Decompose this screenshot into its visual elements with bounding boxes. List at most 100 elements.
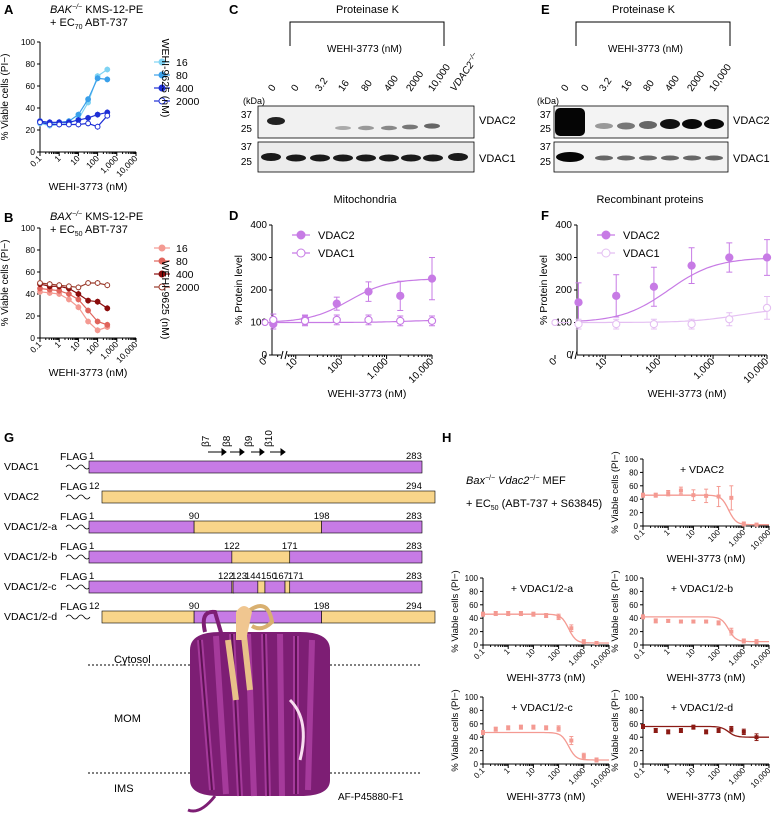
data-point — [762, 253, 772, 262]
y-tick-label: 20 — [629, 628, 638, 637]
strand-label: β7 — [201, 435, 212, 447]
y-tick-label: 0 — [634, 522, 639, 531]
band-label: VDAC1 — [733, 153, 770, 165]
y-tick-label: 300 — [555, 253, 572, 264]
band — [335, 126, 351, 130]
x-tick-label: 100 — [706, 528, 722, 544]
data-point — [65, 283, 72, 290]
data-point — [594, 640, 599, 645]
y-axis-label: % Protein level — [233, 255, 245, 325]
data-point — [556, 614, 561, 619]
compartment-label: MOM — [114, 713, 141, 725]
data-point — [531, 612, 536, 617]
x-tick-label: 100 — [546, 766, 562, 782]
junction-residue: 90 — [189, 511, 200, 522]
band — [424, 123, 440, 129]
data-point — [518, 611, 523, 616]
residue-start: 1 — [89, 511, 94, 522]
x-tick-label: 10 — [684, 528, 697, 541]
data-point — [85, 120, 91, 127]
data-point — [691, 725, 696, 730]
data-point — [518, 725, 523, 730]
legend-label: 80 — [176, 70, 188, 82]
x-tick-label: 10,000 — [742, 356, 772, 386]
x-tick-label: 1 — [52, 153, 63, 164]
vdac-barrel-icon — [187, 604, 330, 813]
data-point — [364, 287, 373, 296]
x-tick-label: 10 — [684, 766, 697, 779]
data-point — [364, 315, 373, 325]
data-point — [754, 735, 759, 740]
data-point — [691, 619, 696, 624]
legend-marker — [158, 283, 166, 291]
legend-marker — [158, 270, 166, 278]
lane-label: 16 — [336, 78, 352, 94]
junction-residue: 198 — [314, 601, 330, 612]
y-tick-label: 40 — [469, 733, 478, 742]
x-tick-label: 10 — [524, 766, 537, 779]
junction-residue: 150 — [261, 571, 277, 582]
y-tick-label: 80 — [26, 59, 36, 69]
vdac1-bands — [261, 153, 468, 162]
data-point — [729, 727, 734, 732]
data-point — [104, 321, 111, 328]
legend-marker — [158, 71, 166, 79]
data-point — [666, 618, 671, 623]
legend-marker — [296, 248, 306, 258]
data-point — [716, 494, 721, 499]
ko-lane-label: VDAC2−/− — [448, 51, 483, 94]
construct-segment — [88, 580, 233, 594]
strand-label: β10 — [264, 430, 275, 447]
data-point — [85, 280, 91, 286]
data-point — [56, 282, 63, 289]
data-point — [75, 111, 82, 118]
data-point — [641, 724, 645, 729]
panel-a: A BAK−/− KMS-12-PE + EC70 ABT-737 0 20 40 6… — [0, 2, 200, 193]
y-tick-label: 0 — [474, 760, 479, 769]
axis-break-mark — [570, 350, 574, 360]
fit-curve — [576, 257, 768, 322]
vdac2-bands — [595, 119, 724, 130]
construct-segment — [88, 460, 423, 474]
data-point — [85, 96, 91, 103]
data-point — [75, 296, 82, 303]
y-tick-label: 100 — [625, 693, 639, 702]
treatment-label: + EC50 (ABT-737 + S63845) — [466, 498, 602, 512]
axis-break-mark — [280, 350, 284, 360]
construct-segment — [289, 550, 423, 564]
construct-name: VDAC1/2-b — [4, 551, 57, 563]
axis-break — [281, 352, 287, 360]
construct-segment — [321, 610, 436, 624]
data-point — [65, 121, 72, 128]
chart-title: Recombinant proteins — [596, 194, 704, 206]
panel-letter: A — [4, 2, 14, 17]
fit-curve — [577, 310, 768, 324]
construct-name: VDAC1/2-c — [4, 581, 57, 593]
x-axis-label: WEHI-3773 (nM) — [49, 367, 128, 379]
construct-segment — [88, 520, 195, 534]
flag-tag: FLAG — [60, 511, 87, 523]
legend-label: 16 — [176, 243, 188, 255]
junction-residue: 171 — [282, 541, 298, 552]
blot-vdac2 — [257, 105, 475, 139]
x-tick-label: 1,000 — [567, 647, 588, 668]
lane-label: 0 — [266, 82, 278, 93]
y-tick-label: 20 — [26, 125, 36, 135]
data-point — [94, 327, 101, 334]
panel-letter: C — [229, 2, 239, 17]
x-tick-label: 10 — [524, 647, 537, 660]
junction-residue: 198 — [314, 511, 330, 522]
axis-break — [571, 352, 577, 360]
legend-label: 400 — [176, 269, 194, 281]
data-point — [427, 316, 437, 326]
x-tick-label: 10,000 — [749, 766, 773, 790]
data-point — [427, 274, 437, 283]
data-point — [56, 121, 63, 128]
data-point — [506, 725, 511, 730]
data-point — [716, 620, 721, 625]
data-point — [574, 298, 583, 307]
x-tick-label: 100 — [644, 356, 664, 376]
data-point — [762, 303, 772, 313]
